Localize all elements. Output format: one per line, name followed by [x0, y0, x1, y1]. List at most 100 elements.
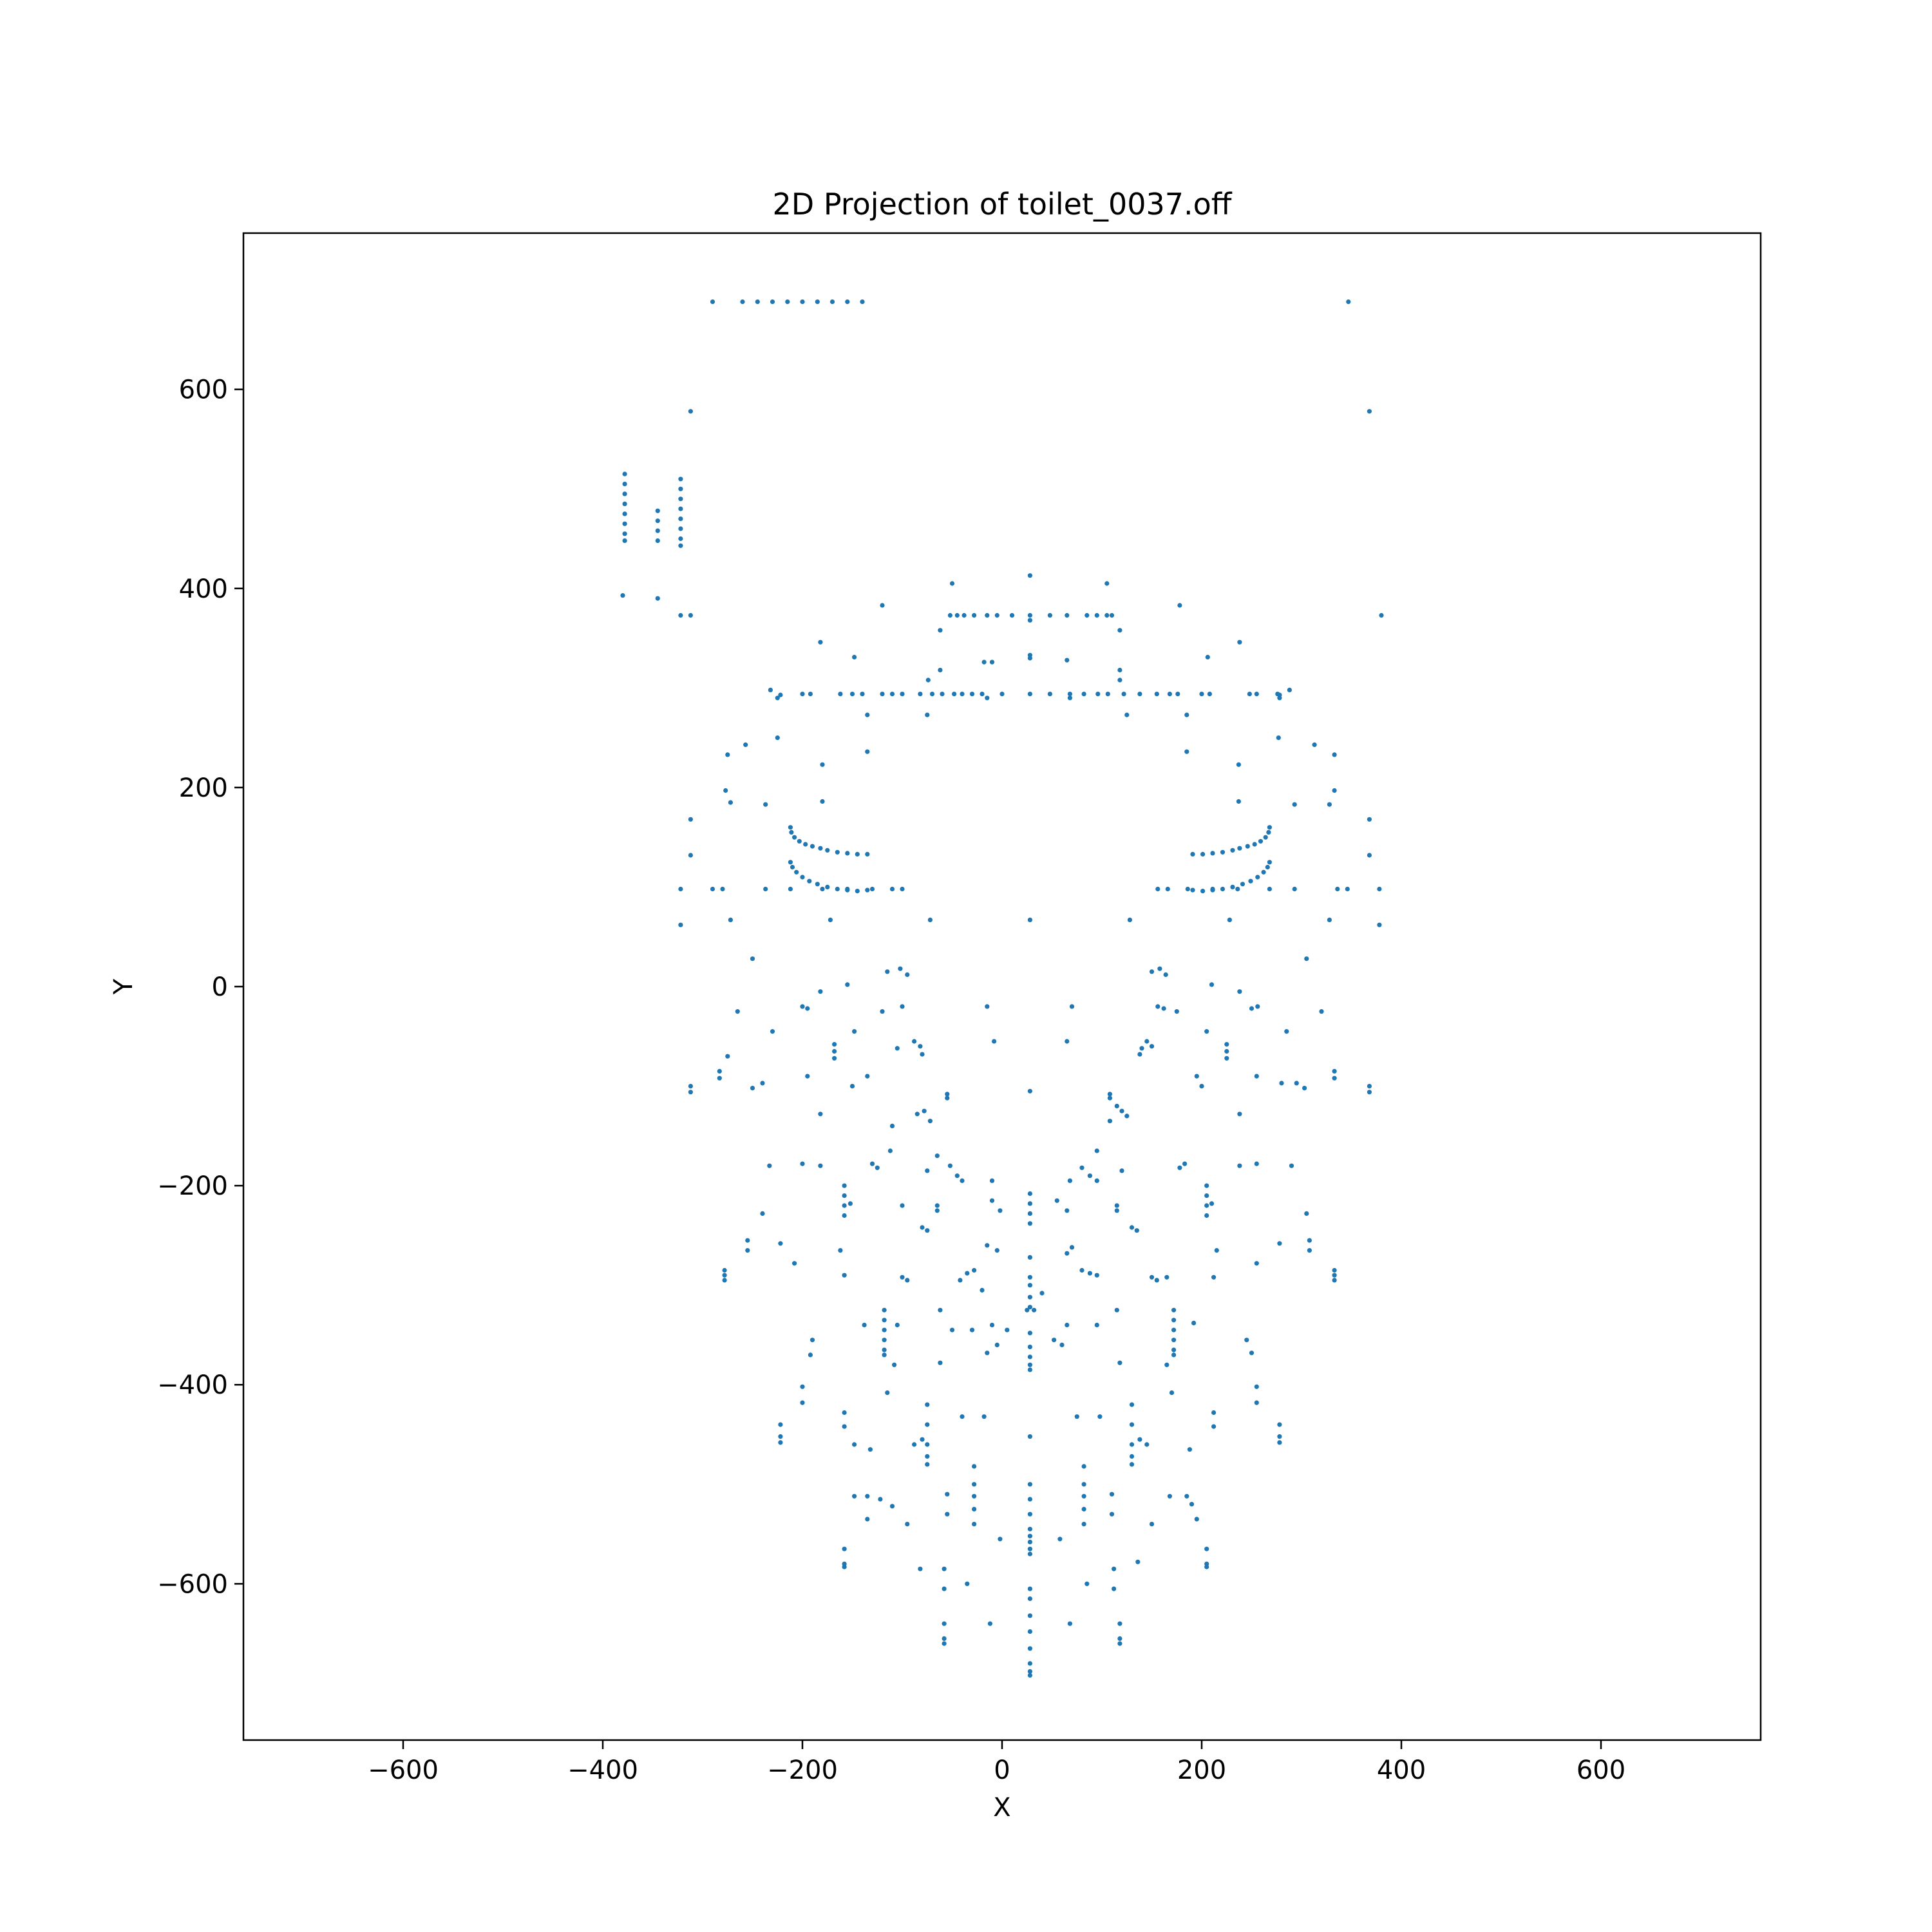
data-point: [1276, 735, 1281, 741]
data-point: [1124, 1113, 1130, 1119]
data-point: [1204, 1546, 1209, 1551]
data-point: [942, 1566, 947, 1571]
data-point: [1163, 972, 1168, 978]
data-point: [1065, 612, 1070, 618]
data-point: [1263, 835, 1268, 840]
data-point: [688, 853, 693, 858]
data-point: [889, 692, 895, 697]
data-point: [1235, 886, 1240, 892]
data-point: [818, 989, 823, 994]
data-point: [885, 969, 890, 974]
data-point: [1237, 639, 1242, 645]
data-point: [889, 886, 895, 892]
data-point: [1292, 802, 1297, 807]
data-point: [797, 838, 802, 844]
data-point: [1254, 1261, 1259, 1266]
data-point: [920, 1052, 925, 1057]
data-point: [800, 1384, 805, 1389]
data-point: [938, 667, 943, 673]
data-point: [678, 506, 683, 511]
data-point: [989, 1322, 995, 1328]
data-point: [1200, 889, 1206, 894]
data-point: [1149, 1044, 1155, 1049]
data-point: [972, 1506, 977, 1511]
data-point: [938, 1307, 943, 1312]
data-point: [1144, 1442, 1150, 1447]
data-point: [778, 692, 783, 697]
data-point: [1230, 884, 1235, 889]
data-point: [1117, 677, 1122, 683]
data-point: [1177, 603, 1182, 608]
data-point: [1081, 1482, 1086, 1487]
data-point: [810, 1338, 815, 1343]
data-point: [1248, 878, 1253, 884]
data-point: [972, 1464, 977, 1469]
data-point: [1244, 1338, 1249, 1343]
data-point: [949, 1327, 955, 1332]
y-tick-label: −200: [157, 1171, 228, 1201]
data-point: [940, 692, 945, 697]
data-point: [867, 1447, 873, 1452]
data-point: [961, 612, 967, 618]
data-point: [1254, 1074, 1259, 1079]
data-point: [960, 692, 965, 697]
data-point: [994, 1248, 999, 1253]
data-point: [1249, 1006, 1255, 1011]
data-point: [969, 692, 975, 697]
data-point: [1107, 1095, 1112, 1101]
data-point: [1164, 1362, 1170, 1367]
data-point: [1084, 1581, 1090, 1586]
data-point: [1332, 1068, 1337, 1074]
data-point: [1302, 1086, 1307, 1091]
data-point: [1117, 1360, 1122, 1365]
data-point: [1027, 1497, 1032, 1502]
chart-title: 2D Projection of toilet_0037.off: [773, 187, 1233, 222]
data-point: [842, 1546, 847, 1551]
data-point: [1057, 1537, 1063, 1542]
data-point: [987, 1621, 992, 1626]
data-point: [1047, 612, 1052, 618]
data-point: [1121, 692, 1126, 697]
data-point: [835, 886, 840, 892]
data-point: [942, 1636, 947, 1641]
data-point: [1177, 1165, 1182, 1170]
data-point: [1079, 1267, 1084, 1273]
data-point: [1119, 1108, 1124, 1113]
data-point: [1237, 846, 1242, 851]
data-point: [1332, 752, 1337, 757]
data-point: [1139, 1046, 1144, 1051]
data-point: [912, 1442, 917, 1447]
data-point: [735, 1009, 740, 1014]
x-axis-label: X: [993, 1793, 1010, 1823]
data-point: [1134, 1228, 1139, 1233]
data-point: [958, 1278, 963, 1283]
data-point: [1182, 1161, 1188, 1166]
y-tick-label: 400: [179, 574, 228, 604]
data-point: [1027, 1305, 1032, 1310]
data-point: [1027, 612, 1032, 618]
data-point: [1129, 1454, 1135, 1459]
data-point: [1027, 1551, 1032, 1557]
data-point: [710, 886, 715, 892]
data-point: [892, 1362, 897, 1367]
data-point: [889, 1504, 895, 1509]
data-point: [1204, 1029, 1209, 1034]
data-point: [825, 884, 830, 889]
data-point: [925, 1442, 930, 1447]
data-point: [1367, 853, 1372, 858]
data-point: [1199, 1084, 1204, 1089]
data-point: [678, 486, 683, 491]
data-point: [920, 1225, 925, 1230]
data-point: [800, 1400, 805, 1405]
data-point: [800, 1161, 805, 1166]
data-point: [1027, 1294, 1032, 1300]
data-point: [1367, 1090, 1372, 1095]
data-point: [1209, 982, 1215, 987]
y-tick-label: −400: [157, 1370, 228, 1400]
data-point: [949, 581, 955, 586]
data-point: [678, 543, 683, 548]
data-point: [972, 1493, 977, 1499]
data-point: [767, 1163, 772, 1168]
data-point: [1027, 1191, 1032, 1197]
